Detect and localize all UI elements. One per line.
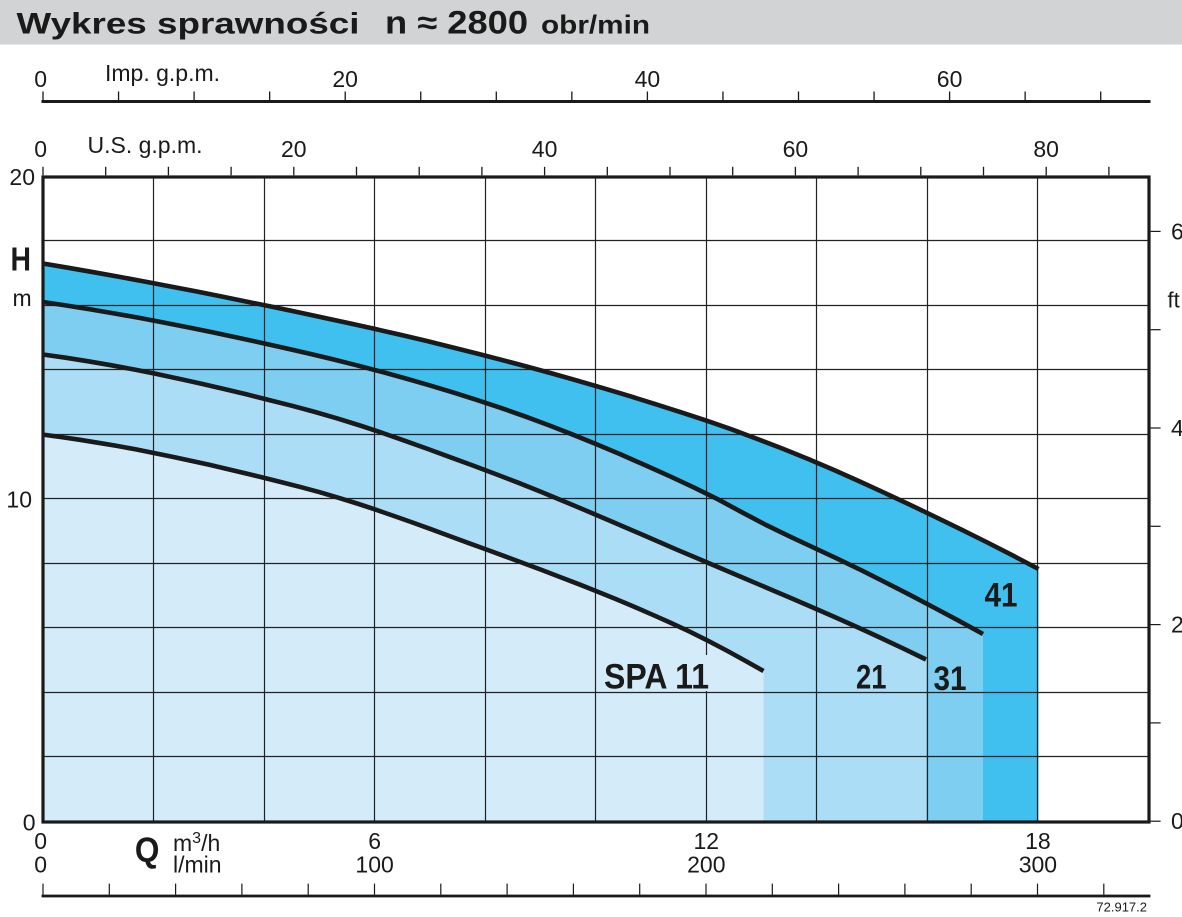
- svg-text:Q: Q: [135, 831, 160, 870]
- svg-text:60: 60: [937, 66, 963, 92]
- svg-text:12: 12: [694, 828, 720, 854]
- svg-text:40: 40: [532, 136, 558, 162]
- svg-text:obr/min: obr/min: [541, 10, 650, 40]
- svg-text:60: 60: [783, 136, 809, 162]
- svg-text:l/min: l/min: [173, 852, 222, 878]
- svg-text:m3/h: m3/h: [173, 830, 220, 856]
- svg-text:ft: ft: [1168, 288, 1180, 313]
- svg-text:U.S. g.p.m.: U.S. g.p.m.: [88, 132, 203, 158]
- svg-text:n ≈ 2800: n ≈ 2800: [385, 5, 528, 41]
- svg-text:0: 0: [34, 852, 47, 878]
- svg-text:40: 40: [1171, 415, 1182, 441]
- svg-text:31: 31: [934, 660, 967, 698]
- svg-text:80: 80: [1033, 136, 1059, 162]
- svg-text:6: 6: [368, 828, 381, 854]
- svg-text:0: 0: [34, 136, 47, 162]
- svg-text:200: 200: [687, 852, 725, 878]
- svg-text:20: 20: [332, 66, 358, 92]
- svg-text:18: 18: [1025, 828, 1051, 854]
- svg-text:41: 41: [985, 576, 1018, 614]
- svg-text:0: 0: [34, 828, 47, 854]
- svg-text:21: 21: [856, 658, 887, 696]
- svg-text:40: 40: [635, 66, 661, 92]
- svg-text:m: m: [13, 285, 32, 311]
- svg-text:300: 300: [1019, 852, 1057, 878]
- svg-text:H: H: [11, 241, 32, 278]
- svg-text:60: 60: [1171, 218, 1182, 244]
- svg-text:0: 0: [34, 66, 47, 92]
- svg-text:100: 100: [355, 852, 393, 878]
- svg-text:10: 10: [6, 487, 32, 513]
- svg-text:Imp. g.p.m.: Imp. g.p.m.: [105, 60, 220, 86]
- svg-text:20: 20: [1171, 612, 1182, 638]
- svg-text:20: 20: [9, 164, 35, 190]
- svg-text:20: 20: [281, 136, 307, 162]
- svg-text:0: 0: [23, 810, 36, 836]
- svg-text:Wykres sprawności: Wykres sprawności: [17, 8, 360, 41]
- svg-text:72.917.2: 72.917.2: [1096, 900, 1147, 915]
- svg-text:SPA 11: SPA 11: [604, 657, 709, 696]
- svg-text:0: 0: [1171, 808, 1182, 834]
